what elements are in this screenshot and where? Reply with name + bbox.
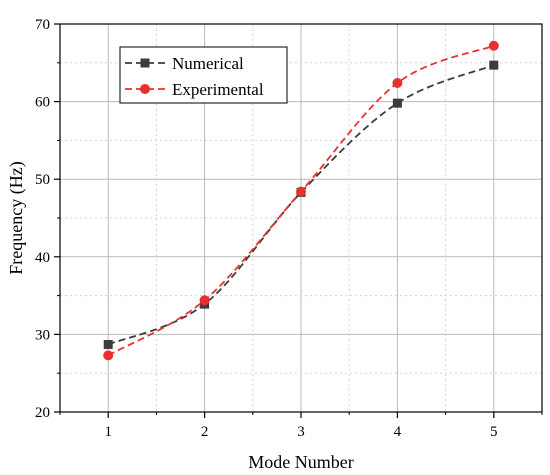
legend-label-experimental: Experimental (172, 80, 264, 99)
x-tick-label: 2 (201, 424, 209, 440)
data-point-experimental (488, 40, 499, 51)
legend-marker-experimental (140, 84, 150, 94)
data-point-numerical (392, 98, 402, 108)
legend-marker-numerical (140, 58, 150, 68)
y-tick-label: 40 (35, 250, 50, 266)
data-point-experimental (199, 295, 210, 306)
data-point-experimental (392, 77, 403, 88)
y-tick-label: 60 (35, 95, 50, 111)
data-point-experimental (103, 350, 114, 361)
x-tick-label: 1 (104, 424, 112, 440)
legend-box (119, 46, 288, 104)
y-tick-label: 20 (35, 405, 50, 421)
y-tick-label: 70 (35, 17, 50, 33)
y-tick-label: 50 (35, 172, 50, 188)
data-point-numerical (489, 60, 499, 70)
legend-label-numerical: Numerical (172, 54, 244, 73)
data-point-experimental (296, 186, 306, 197)
series-markers (103, 40, 499, 361)
x-tick-label: 5 (490, 424, 498, 440)
legend: Numerical Experimental (119, 46, 288, 104)
x-tick-label: 4 (394, 424, 402, 440)
y-axis-title: Frequency (Hz) (6, 161, 27, 274)
axis-ticks: 1 2 3 4 5 20 30 40 50 60 70 (35, 17, 543, 440)
data-point-numerical (103, 339, 113, 349)
x-axis-title: Mode Number (248, 452, 353, 472)
x-tick-label: 3 (297, 424, 305, 440)
y-tick-label: 30 (35, 327, 50, 343)
